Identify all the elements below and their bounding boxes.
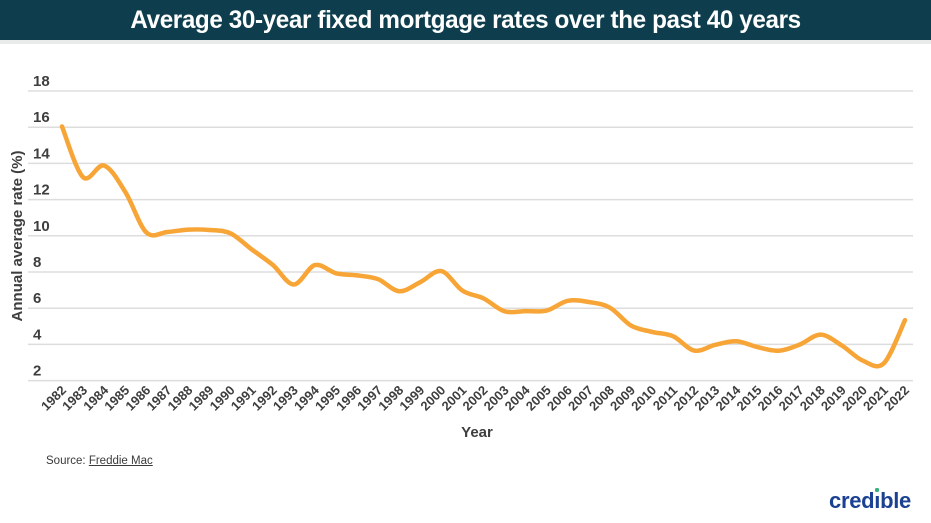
y-tick-label: 14 xyxy=(33,145,50,162)
credible-logo: cred ıble xyxy=(829,488,911,514)
logo-text-post: ble xyxy=(880,488,911,513)
y-tick-label: 12 xyxy=(33,182,50,199)
y-tick-label: 8 xyxy=(33,254,41,271)
chart-title: Average 30-year fixed mortgage rates ove… xyxy=(130,5,801,34)
y-tick-label: 4 xyxy=(33,326,42,343)
y-tick-label: 16 xyxy=(33,109,50,126)
source-note: Source: Freddie Mac xyxy=(46,455,153,467)
x-tick-label: 2022 xyxy=(881,383,912,414)
y-axis-tick-labels: 18 16 14 12 10 8 6 4 2 xyxy=(33,73,50,380)
logo-text-pre: cred xyxy=(829,488,875,513)
source-link[interactable]: Freddie Mac xyxy=(88,455,153,467)
source-label: Source: xyxy=(46,455,89,467)
y-tick-label: 6 xyxy=(33,290,41,307)
logo-green-dot-icon xyxy=(875,488,880,492)
gridlines xyxy=(28,90,913,382)
y-tick-label: 10 xyxy=(33,218,50,235)
y-tick-label: 2 xyxy=(33,363,41,380)
axis-titles: Year Annual average rate (%) xyxy=(9,151,493,441)
x-axis-title: Year xyxy=(461,424,493,441)
title-bar-divider xyxy=(0,40,931,44)
rate-line-series xyxy=(59,124,908,369)
y-axis-title: Annual average rate (%) xyxy=(9,151,26,322)
y-tick-label: 18 xyxy=(33,73,50,90)
logo-letter-i: ı xyxy=(874,488,881,513)
x-axis-tick-labels: 1982198319841985198619871988198919901991… xyxy=(38,382,912,414)
chart-title-bar: Average 30-year fixed mortgage rates ove… xyxy=(0,0,931,40)
